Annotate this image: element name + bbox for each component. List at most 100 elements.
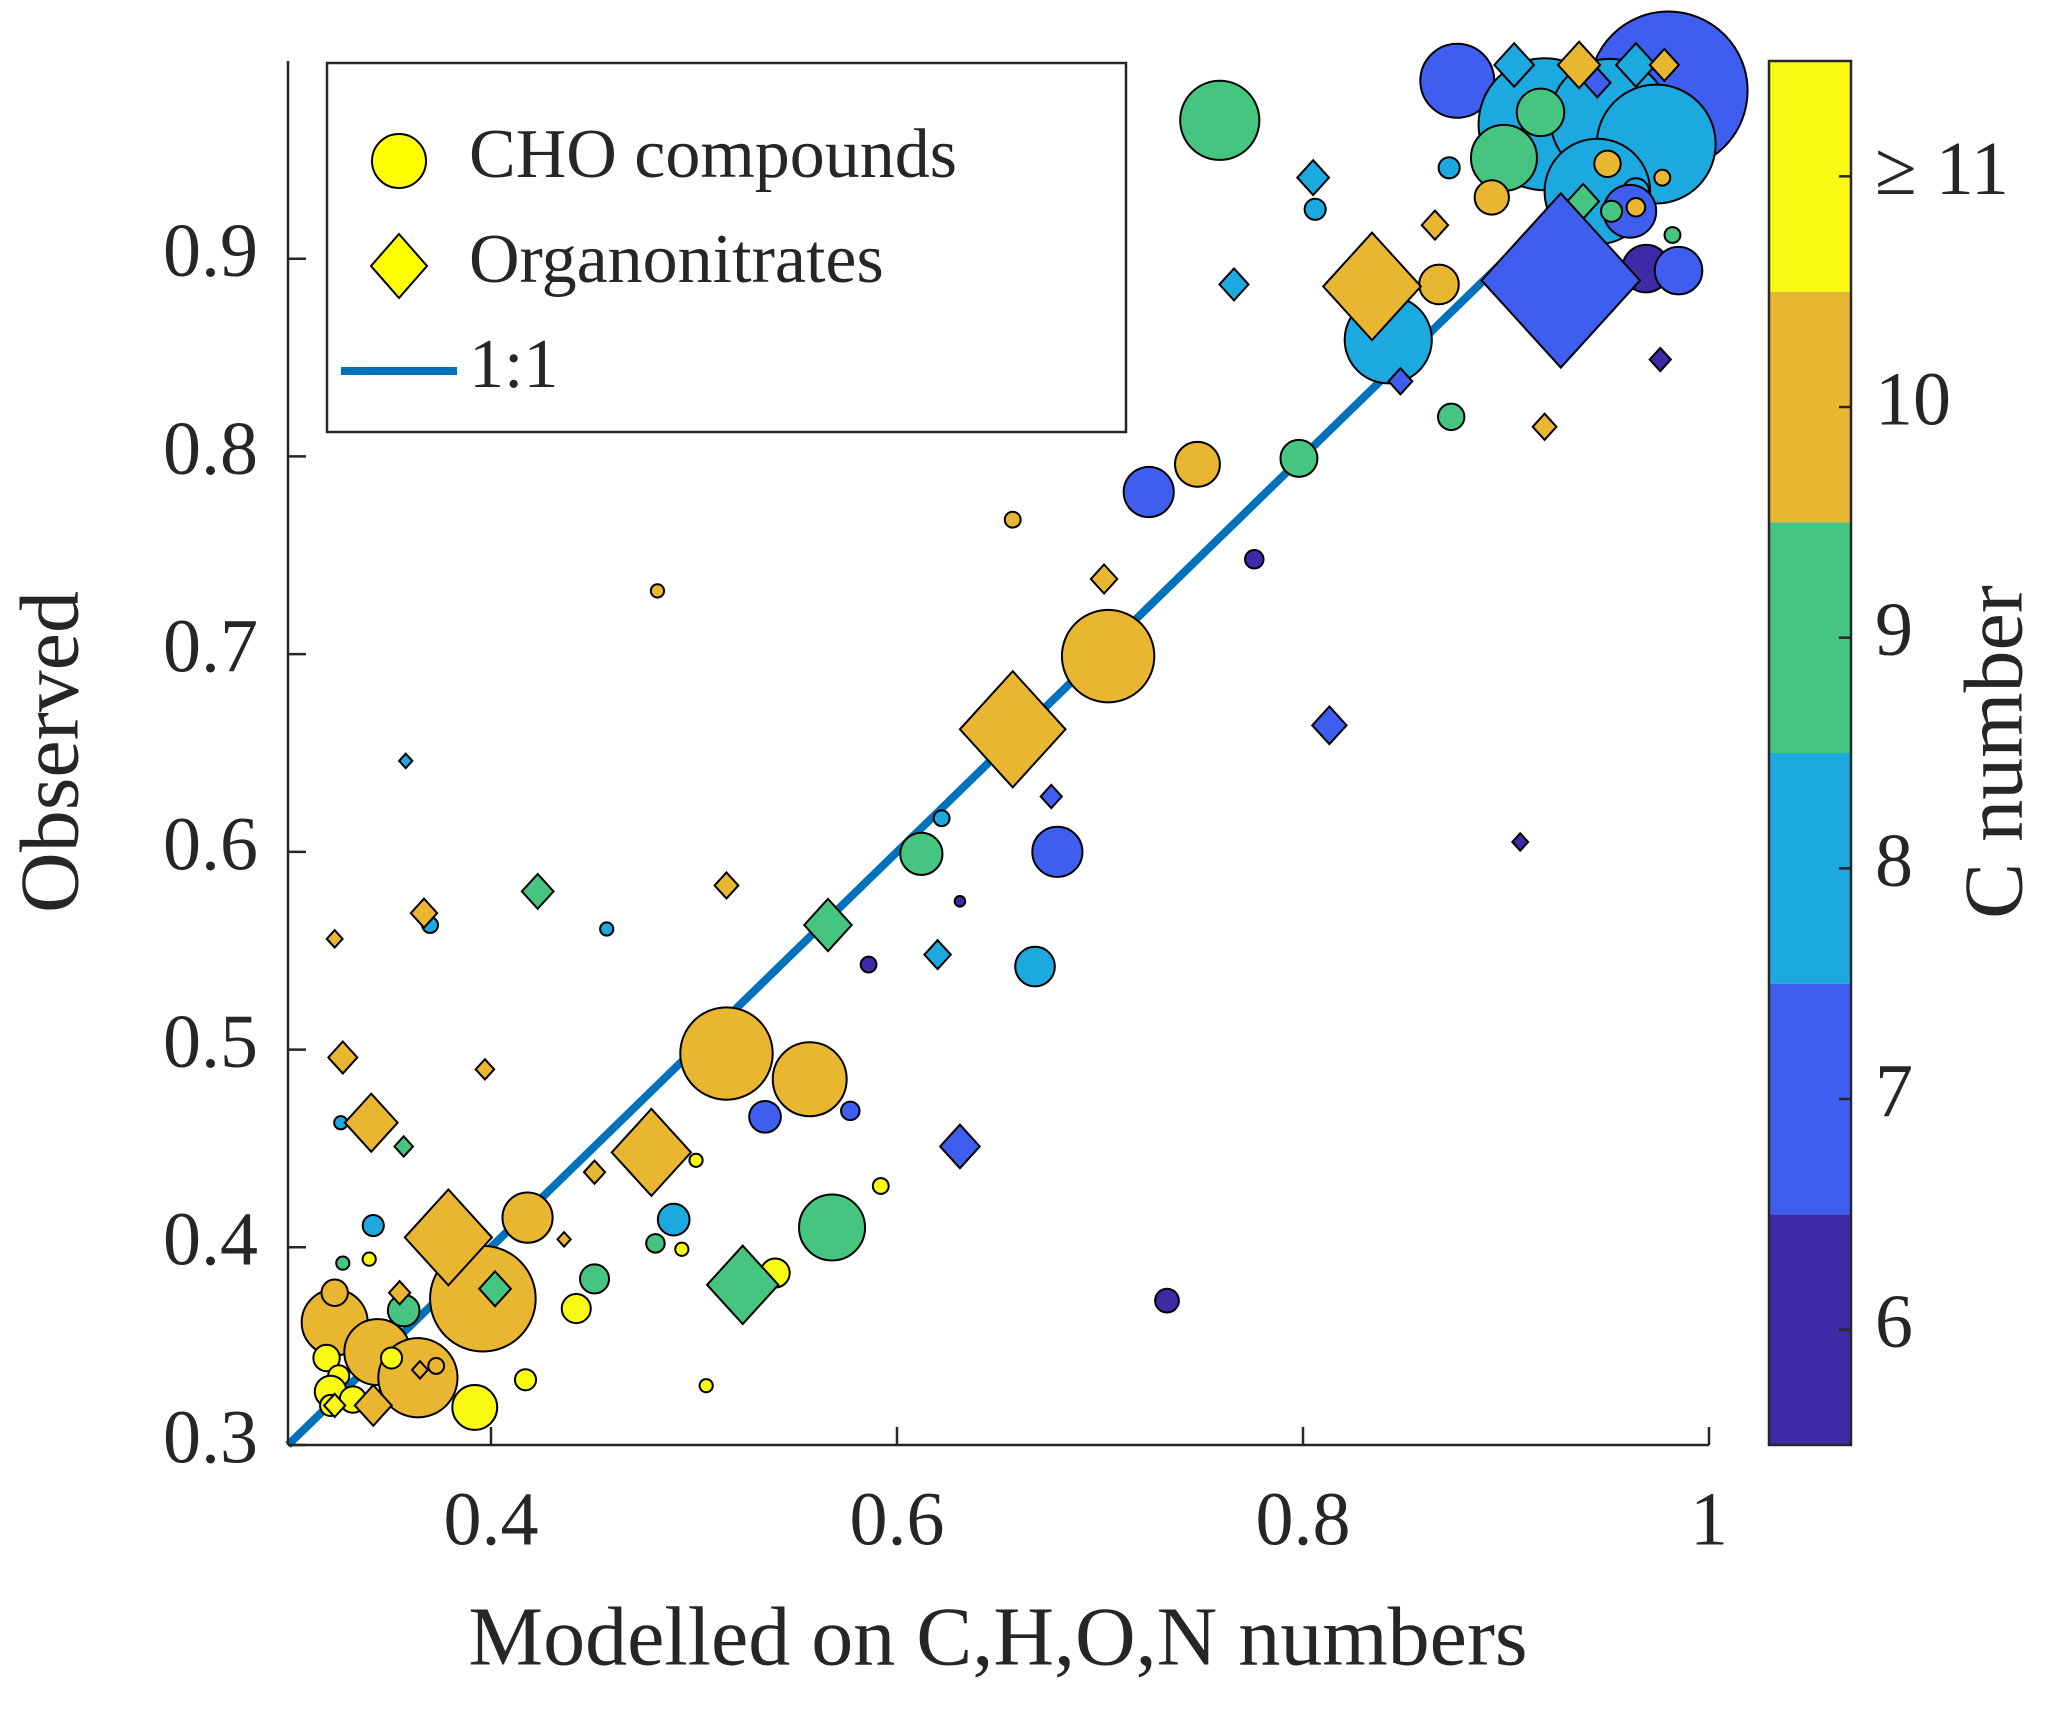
- cho-marker: [1600, 199, 1624, 223]
- x-tick-label: 0.4: [444, 1477, 539, 1561]
- cho-marker: [1653, 168, 1672, 187]
- organonitrate-marker: [477, 1269, 513, 1308]
- cho-marker: [932, 809, 951, 828]
- legend-box: [325, 61, 1128, 434]
- cho-marker: [1515, 87, 1566, 138]
- organonitrate-marker: [1582, 66, 1612, 99]
- organonitrate-marker: [387, 1279, 412, 1306]
- organonitrate-marker: [610, 1107, 693, 1198]
- legend-marker: [369, 232, 429, 300]
- organonitrate-marker: [1310, 704, 1348, 746]
- organonitrate-marker: [938, 1123, 982, 1170]
- y-tick-label: 0.4: [163, 1198, 258, 1282]
- cho-marker: [674, 1241, 690, 1257]
- colorbar-segment: [1769, 61, 1851, 292]
- legend-label: CHO compounds: [469, 116, 957, 193]
- cho-marker: [1436, 402, 1466, 432]
- organonitrate-marker: [326, 1040, 359, 1075]
- cho-marker: [320, 1278, 349, 1307]
- organonitrate-marker: [1420, 209, 1450, 242]
- cho-marker: [840, 1100, 861, 1122]
- x-tick-label: 1: [1690, 1477, 1728, 1561]
- cho-marker: [649, 583, 666, 599]
- organonitrate-marker: [802, 897, 854, 953]
- y-tick-label: 0.5: [163, 1000, 258, 1084]
- x-axis-label: Modelled on C,H,O,N numbers: [468, 1590, 1527, 1683]
- organonitrate-marker: [1321, 231, 1423, 342]
- organonitrate-marker: [322, 1392, 347, 1419]
- legend: CHO compounds Organonitrates 1:1: [325, 61, 1128, 434]
- colorbar-tick-label: 6: [1875, 1280, 1913, 1364]
- organonitrate-marker: [343, 1092, 399, 1154]
- cho-marker: [427, 1356, 446, 1375]
- legend-marker: [371, 133, 427, 189]
- cho-marker: [335, 1255, 351, 1271]
- cho-marker: [1418, 263, 1460, 306]
- organonitrate-marker: [1480, 191, 1642, 370]
- organonitrate-marker: [923, 938, 953, 971]
- organonitrate-marker: [397, 752, 414, 770]
- cho-marker: [698, 1378, 714, 1394]
- x-tick-label: 0.8: [1256, 1477, 1351, 1561]
- cho-marker: [312, 1343, 341, 1373]
- cho-marker: [451, 1383, 499, 1431]
- cho-marker: [1154, 1287, 1180, 1314]
- organonitrate-marker: [474, 1057, 496, 1081]
- organonitrate-marker: [556, 1230, 573, 1249]
- cho-marker: [579, 1263, 611, 1295]
- y-tick-label: 0.9: [163, 209, 258, 293]
- cho-marker: [1031, 825, 1084, 878]
- organonitrate-marker: [1387, 366, 1414, 396]
- cho-marker: [645, 1233, 666, 1254]
- cho-marker: [899, 831, 944, 876]
- organonitrate-marker: [713, 870, 740, 901]
- cho-marker: [656, 1202, 691, 1237]
- cho-marker: [688, 1152, 704, 1168]
- organonitrate-marker: [1614, 41, 1658, 89]
- colorbar-segment: [1769, 753, 1851, 984]
- colorbar-frame: [1767, 59, 1853, 1447]
- y-tick-label: 0.3: [163, 1395, 258, 1479]
- organonitrate-marker: [958, 669, 1067, 789]
- organonitrate-marker: [1039, 783, 1064, 810]
- cho-marker: [560, 1293, 592, 1325]
- y-axis-label: Observed: [3, 591, 96, 913]
- x-tick-label: 0.6: [850, 1477, 945, 1561]
- organonitrate-marker: [393, 1134, 415, 1159]
- cho-marker: [379, 1346, 404, 1370]
- cho-marker: [1303, 197, 1327, 221]
- organonitrate-marker: [1510, 831, 1530, 853]
- colorbar-tick-label: 9: [1875, 588, 1913, 672]
- cho-marker: [1625, 197, 1647, 218]
- organonitrate-marker: [410, 1359, 430, 1381]
- cho-marker: [1179, 79, 1261, 161]
- cho-marker: [1473, 179, 1510, 216]
- cho-marker: [1174, 440, 1221, 488]
- colorbar-label: C number: [1947, 585, 2040, 919]
- organonitrate-marker: [409, 897, 439, 930]
- cho-marker: [859, 955, 878, 974]
- legend-label: 1:1: [469, 326, 558, 403]
- colorbar-segment: [1769, 1214, 1851, 1445]
- cho-marker: [361, 1213, 385, 1238]
- organonitrate-marker: [1531, 412, 1558, 442]
- y-tick-label: 0.8: [163, 407, 258, 491]
- colorbar-tick-label: 8: [1875, 819, 1913, 903]
- organonitrate-marker: [705, 1244, 780, 1326]
- cho-marker: [1663, 226, 1682, 244]
- cho-marker: [1653, 245, 1704, 296]
- cho-marker: [1279, 438, 1319, 478]
- cho-marker: [953, 895, 967, 908]
- organonitrate-marker: [325, 928, 344, 950]
- organonitrate-marker: [1089, 563, 1119, 596]
- cho-marker: [798, 1193, 867, 1262]
- cho-marker: [771, 1041, 848, 1118]
- cho-marker: [513, 1368, 538, 1392]
- colorbar-segment: [1769, 983, 1851, 1215]
- y-tick-label: 0.6: [163, 802, 258, 886]
- cho-marker: [1437, 156, 1461, 180]
- organonitrate-marker: [582, 1159, 607, 1186]
- cho-marker: [1003, 510, 1022, 529]
